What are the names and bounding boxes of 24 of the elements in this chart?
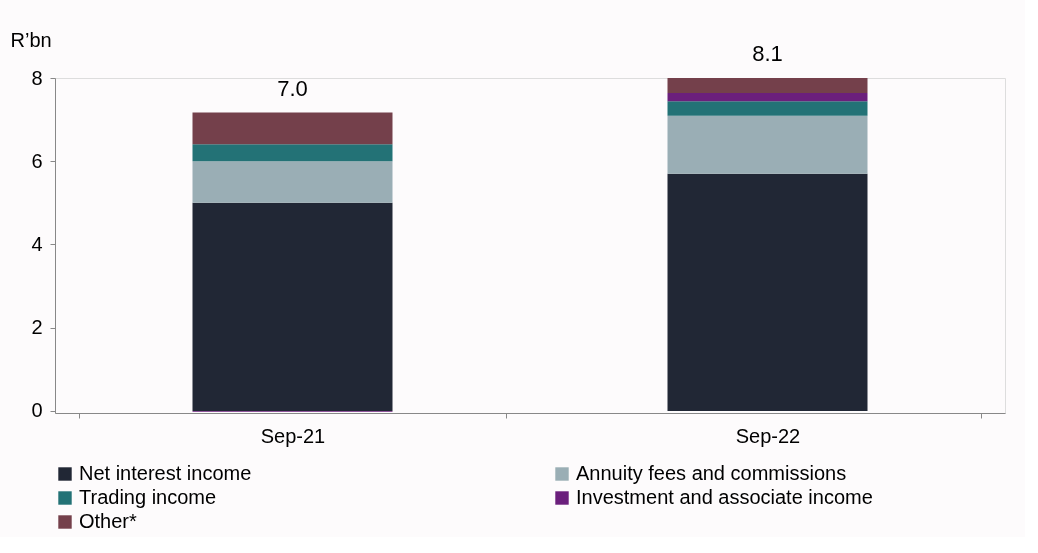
bar — [192, 161, 393, 203]
y-tick-label: 2 — [31, 316, 43, 339]
total-label: 8.1 — [752, 41, 783, 66]
bar — [667, 78, 868, 93]
legend-label: Other* — [79, 510, 138, 532]
bar — [667, 101, 868, 116]
total-label: 7.0 — [277, 75, 308, 101]
y-tick-label: 6 — [31, 149, 43, 172]
legend-label: Annuity fees and commissions — [576, 462, 847, 484]
bar — [667, 115, 868, 174]
bar — [192, 202, 393, 411]
x-tick-label: Sep-21 — [260, 424, 326, 447]
bar — [667, 92, 868, 102]
legend-label: Trading income — [79, 486, 217, 508]
x-tick-label: Sep-22 — [735, 424, 801, 447]
legend-label: Net interest income — [79, 462, 252, 484]
y-tick-label: 4 — [31, 232, 43, 255]
y-tick-label: 0 — [31, 399, 43, 422]
bar — [192, 112, 393, 145]
y-tick-label: 8 — [31, 66, 43, 89]
legend-label: Investment and associate income — [576, 486, 873, 508]
bar — [667, 173, 868, 411]
bar — [192, 144, 393, 162]
y-axis-title: R’bn — [10, 28, 52, 51]
